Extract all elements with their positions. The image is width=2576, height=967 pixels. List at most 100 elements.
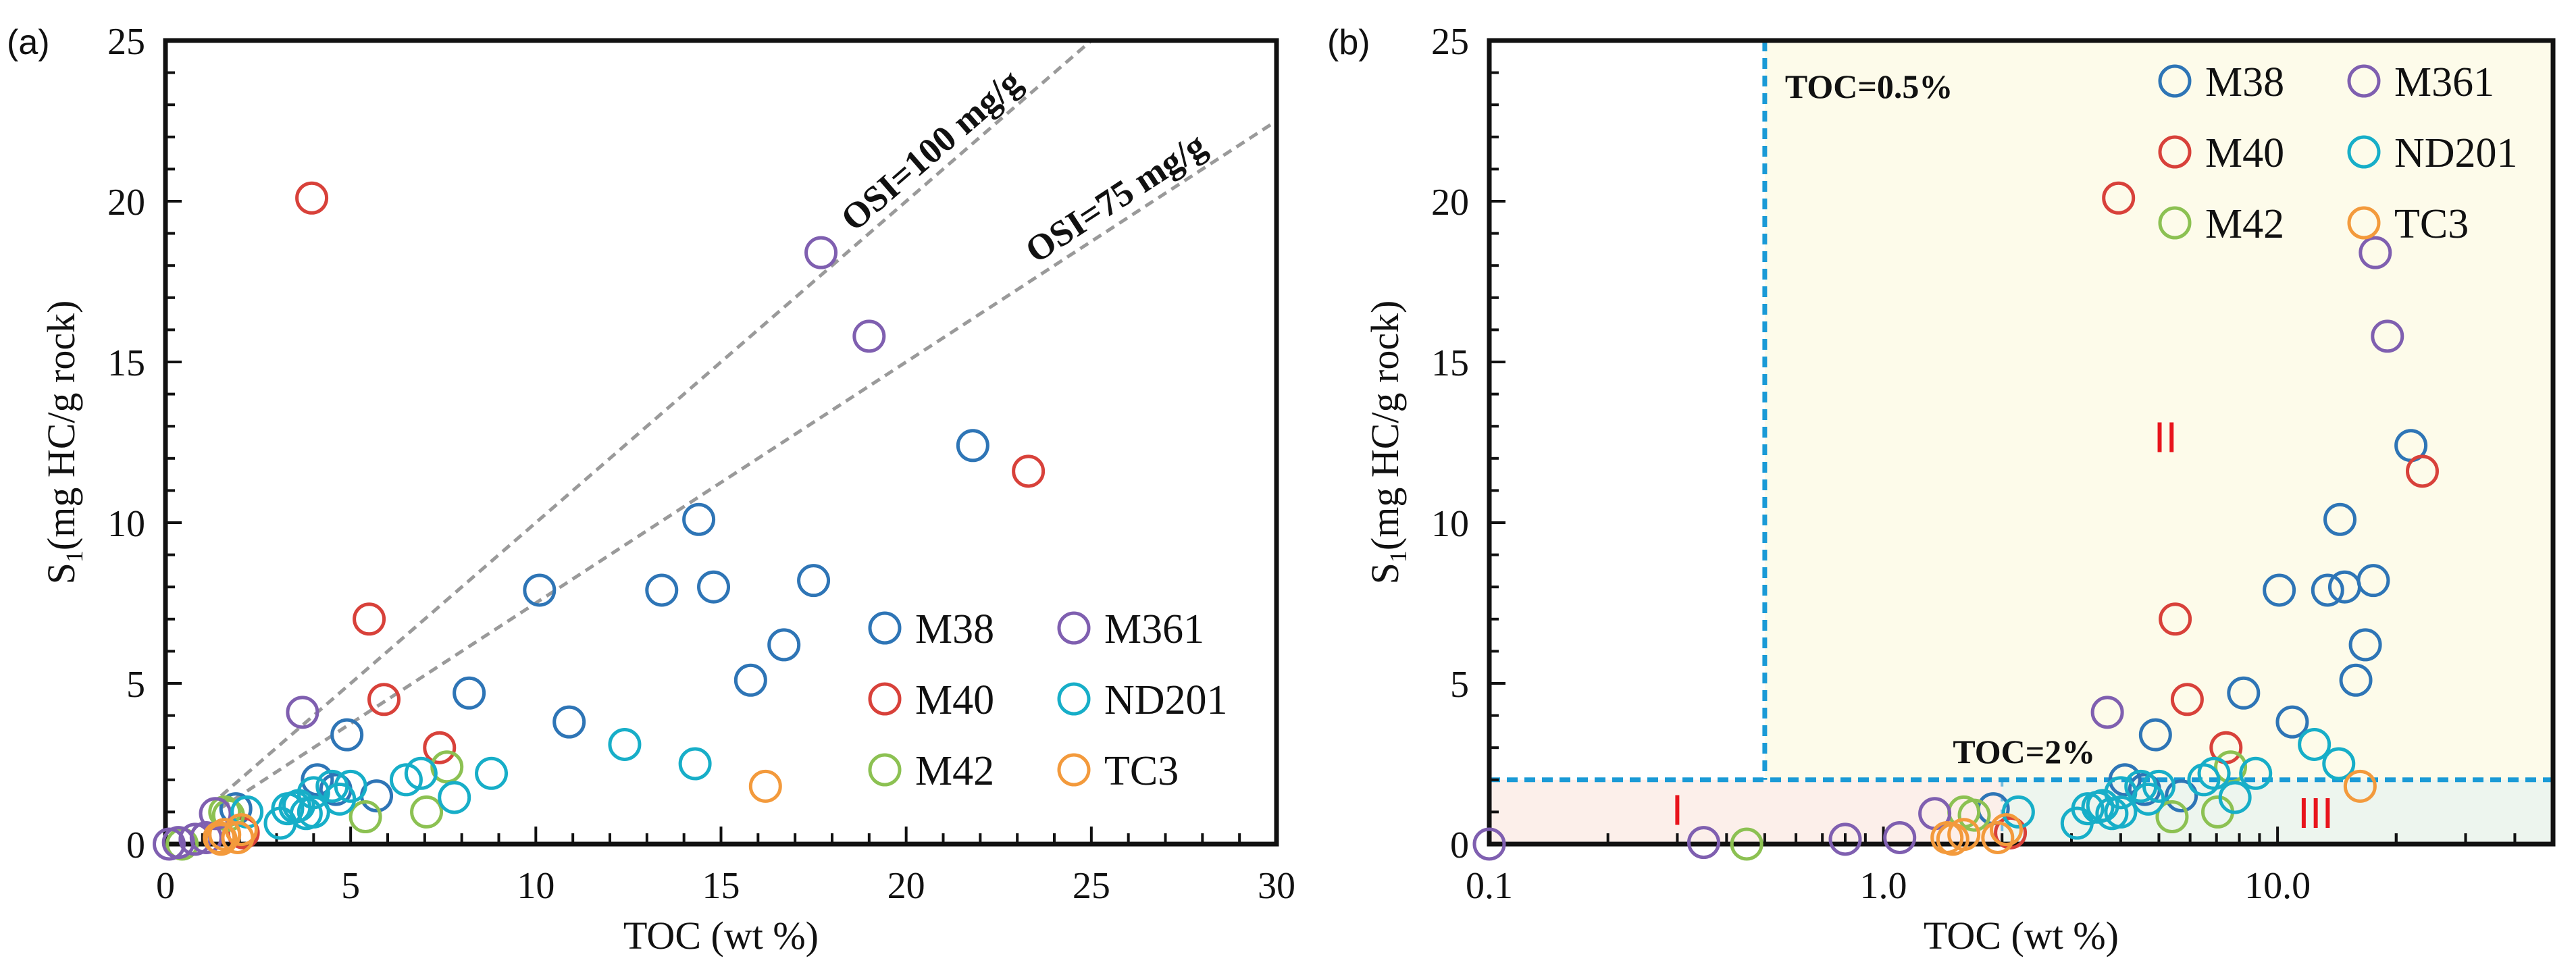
legend-marker-ND201: [1057, 682, 1091, 716]
data-point-ND201: [2086, 789, 2119, 822]
data-point-M38: [523, 573, 557, 607]
legend-label-M361: M361: [2394, 59, 2494, 105]
data-point-M40: [367, 683, 401, 716]
data-point-M361: [852, 319, 886, 353]
region-I-label: I: [1672, 785, 1684, 834]
data-point-M361: [152, 827, 186, 861]
y-tick-label: 0: [1450, 825, 1469, 866]
data-point-M42: [430, 750, 464, 784]
data-point-ND201: [389, 763, 423, 797]
y-tick-label: 25: [107, 21, 145, 63]
data-point-M361: [199, 797, 232, 831]
data-point-TC3: [748, 769, 782, 803]
data-point-ND201: [2298, 727, 2332, 761]
legend-label-M40: M40: [915, 677, 994, 723]
data-point-M38: [2275, 705, 2309, 739]
data-point-M40: [2170, 683, 2204, 716]
legend-marker-M40: [2158, 135, 2192, 169]
legend-marker-M42: [2158, 206, 2192, 240]
x-tick-label: 15: [702, 865, 740, 907]
x-tick-label: 5: [341, 865, 360, 907]
data-point-ND201: [2060, 806, 2094, 840]
data-point-ND201: [2197, 756, 2231, 790]
region-II: [1764, 41, 2553, 780]
data-point-M361: [1686, 826, 1720, 860]
legend-marker-ND201: [2347, 135, 2381, 169]
legend-label-M38: M38: [2205, 59, 2284, 105]
data-point-M38: [682, 502, 716, 536]
region-I: [1489, 779, 2003, 844]
data-point-M38: [552, 705, 586, 739]
data-point-M361: [1883, 820, 1917, 854]
data-point-M361: [2090, 696, 2124, 729]
plot-frame: [163, 38, 1279, 847]
data-point-M38: [2356, 564, 2390, 598]
data-point-ND201: [289, 797, 323, 831]
data-point-M42: [1730, 827, 1763, 861]
y-tick-label: 20: [1431, 182, 1469, 224]
data-point-TC3: [204, 822, 238, 856]
data-point-M38: [733, 663, 767, 697]
osi-line-label: OSI=100 mg/g: [833, 61, 1029, 239]
x-tick-label: 30: [1258, 865, 1295, 907]
legend: M38 M361 M40 ND201 M42 TC3: [868, 606, 1228, 794]
y-tick-label: 15: [1431, 342, 1469, 384]
data-point-M38: [797, 564, 831, 598]
x-tick-label: 25: [1073, 865, 1110, 907]
data-point-M361: [804, 236, 838, 269]
x-tick-label: 10: [517, 865, 555, 907]
legend-label-TC3: TC3: [2394, 201, 2469, 247]
data-point-M38: [2348, 628, 2382, 662]
x-axis-title: TOC (wt %): [1924, 914, 2119, 958]
osi-line-label: OSI=75 mg/g: [1018, 124, 1213, 271]
legend-label-M38: M38: [915, 606, 994, 652]
data-point-TC3: [208, 818, 242, 852]
data-point-M361: [2371, 319, 2404, 353]
data-point-M40: [353, 602, 386, 636]
legend-marker-M38: [868, 611, 902, 645]
y-tick-label: 5: [1450, 664, 1469, 706]
data-point-M40: [1012, 454, 1046, 488]
data-point-M38: [2227, 676, 2261, 710]
data-point-TC3: [1981, 820, 2015, 854]
data-point-ND201: [2322, 747, 2356, 781]
y-axis-title: S1(mg HC/g rock): [1363, 300, 1412, 585]
legend-label-M42: M42: [915, 748, 994, 794]
data-point-ND201: [438, 781, 471, 814]
data-point-M361: [286, 696, 319, 729]
data-point-M42: [1957, 798, 1991, 832]
data-point-M38: [2165, 779, 2198, 813]
legend-label-TC3: TC3: [1104, 748, 1179, 794]
data-point-ND201: [2239, 756, 2273, 790]
data-point-ND201: [282, 789, 315, 822]
data-point-ND201: [323, 782, 357, 816]
data-point-ND201: [2132, 782, 2165, 816]
legend-label-M361: M361: [1104, 606, 1204, 652]
y-axis-title-sub: 1: [1385, 550, 1412, 563]
y-tick-label: 25: [1431, 21, 1469, 63]
y-tick-label: 15: [107, 342, 145, 384]
data-point-M38: [301, 763, 334, 797]
data-point-M40: [2405, 454, 2439, 488]
legend-label-ND201: ND201: [2394, 130, 2518, 176]
data-point-ND201: [608, 727, 642, 761]
toc-0.5-label: TOC=0.5%: [1785, 68, 1953, 105]
data-point-M38: [767, 628, 801, 662]
y-axis-title-rest: (mg HC/g rock): [1363, 300, 1407, 551]
data-point-TC3: [224, 813, 258, 847]
y-tick-label: 10: [1431, 503, 1469, 545]
legend-marker-M38: [2158, 64, 2192, 98]
y-axis-title-main: S: [1363, 563, 1407, 584]
data-point-M40: [423, 731, 457, 764]
data-point-M38: [2311, 573, 2344, 607]
data-point-ND201: [678, 747, 712, 781]
y-tick-label: 0: [126, 825, 145, 866]
legend-label-ND201: ND201: [1104, 677, 1228, 723]
legend-marker-M361: [1057, 611, 1091, 645]
region-II-label: II: [2154, 413, 2178, 461]
data-point-M38: [330, 718, 364, 752]
y-tick-label: 10: [107, 503, 145, 545]
data-point-ND201: [2001, 795, 2035, 829]
